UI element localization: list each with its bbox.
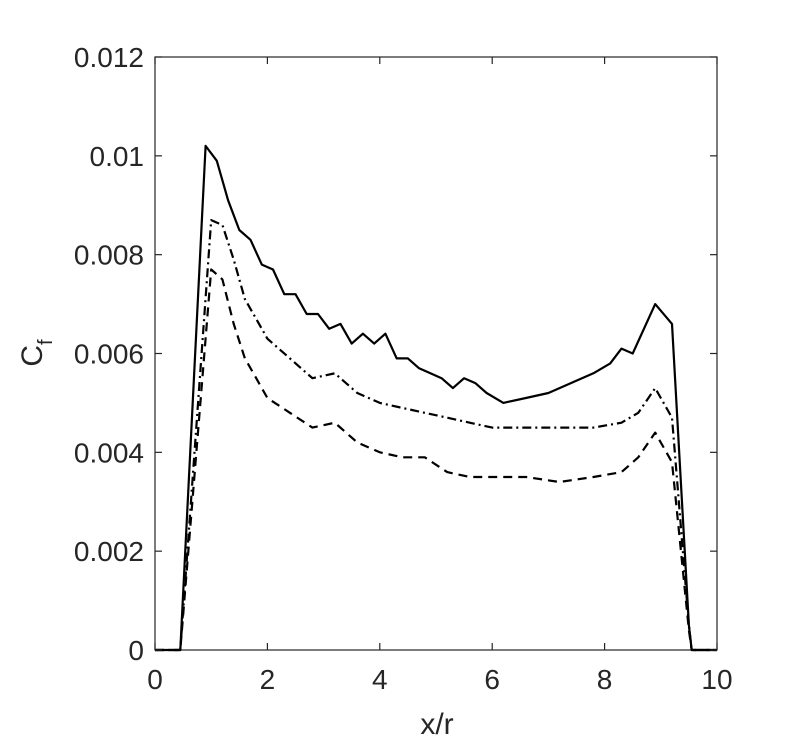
ticks: 0 2 4 6 8 10 0 0.002 0.004 0.006 0.008 0.01 0.012 bbox=[74, 42, 733, 695]
y-tick-label: 0.012 bbox=[74, 42, 144, 73]
series-line-dashed bbox=[155, 268, 717, 652]
x-tick-label: 6 bbox=[484, 664, 500, 695]
series-group bbox=[155, 144, 717, 652]
series-line-solid bbox=[155, 144, 717, 652]
y-tick-label: 0.006 bbox=[74, 339, 144, 370]
y-tick-label: 0.01 bbox=[90, 141, 145, 172]
series-line-dashdot bbox=[155, 219, 717, 652]
y-tick-label: 0.002 bbox=[74, 536, 144, 567]
y-tick-label: 0.004 bbox=[74, 437, 144, 468]
y-axis-label-main: C bbox=[16, 345, 49, 367]
y-axis-label-subscript: f bbox=[35, 339, 57, 345]
y-tick-label: 0 bbox=[128, 635, 144, 666]
y-tick-label: 0.008 bbox=[74, 240, 144, 271]
x-tick-label: 0 bbox=[147, 664, 163, 695]
x-tick-label: 8 bbox=[597, 664, 613, 695]
y-axis-label: Cf bbox=[16, 339, 57, 367]
x-tick-label: 10 bbox=[701, 664, 732, 695]
x-tick-label: 4 bbox=[372, 664, 388, 695]
x-axis-label: x/r bbox=[420, 708, 453, 741]
x-tick-label: 2 bbox=[260, 664, 276, 695]
